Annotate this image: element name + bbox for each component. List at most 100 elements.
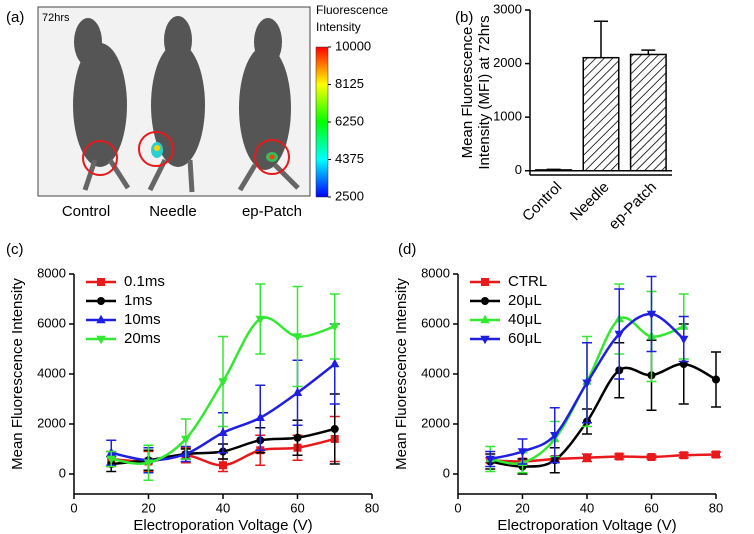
y-tick-label: 0 — [443, 465, 450, 480]
panel-label: (a) — [6, 9, 24, 26]
y-tick-label: 4000 — [421, 365, 450, 380]
y-tick-label: 2000 — [493, 55, 522, 70]
marker — [218, 427, 228, 437]
y-tick-label: 0 — [59, 465, 66, 480]
y-tick-label: 0 — [515, 162, 522, 177]
bar — [629, 53, 667, 172]
y-tick-label: 6000 — [37, 315, 66, 330]
y-axis-label: Intensity (MFI) at 72hrs — [476, 15, 493, 169]
legend-label: 1ms — [124, 292, 152, 309]
marker — [293, 433, 302, 442]
marker — [480, 335, 490, 345]
legend-label: 20μL — [508, 292, 542, 309]
photo-annotation: 72hrs — [42, 12, 70, 24]
error-bar — [546, 168, 561, 171]
marker — [614, 330, 624, 340]
legend-label: 60μL — [508, 330, 542, 347]
legend-label: 40μL — [508, 311, 542, 328]
x-tick-label: 20 — [515, 500, 529, 515]
image-label: ep-Patch — [242, 203, 302, 220]
colorbar-tick-label: 2500 — [335, 188, 364, 203]
marker — [679, 451, 688, 460]
y-tick-label: 2000 — [37, 415, 66, 430]
marker — [583, 453, 591, 462]
marker — [218, 378, 228, 387]
imaging-photo: 72hrs — [37, 6, 311, 197]
marker — [550, 431, 560, 441]
y-tick-label: 3000 — [493, 1, 522, 16]
marker — [330, 358, 340, 368]
marker — [485, 455, 495, 465]
y-tick-label: 8000 — [37, 265, 66, 280]
x-tick-label: 0 — [454, 500, 461, 515]
x-tick-label: ep-Patch — [605, 179, 659, 233]
colorbar-tick-label: 8125 — [335, 76, 364, 91]
panel-label: (b) — [455, 9, 473, 26]
marker — [255, 315, 265, 325]
panel-label: (d) — [398, 241, 416, 258]
marker — [517, 448, 528, 457]
signal — [151, 142, 278, 162]
x-tick-label: 40 — [216, 500, 230, 515]
marker — [97, 278, 105, 286]
image-label: Control — [62, 203, 110, 220]
y-tick-label: 4000 — [37, 365, 66, 380]
y-tick-label: 8000 — [421, 265, 450, 280]
y-axis-label: Mean Fluorescence Intensity — [9, 278, 26, 470]
marker — [582, 379, 592, 388]
marker — [106, 455, 116, 465]
x-tick-label: 60 — [290, 500, 304, 515]
colorbar — [315, 46, 329, 198]
roi-circle — [82, 131, 290, 176]
colorbar-tick-label: 10000 — [335, 38, 371, 53]
legend-label: CTRL — [508, 273, 547, 290]
x-tick-label: Control — [519, 179, 565, 225]
x-tick-label: Needle — [567, 179, 613, 225]
marker — [330, 425, 339, 433]
marker — [97, 297, 105, 305]
colorbar-title: Fluorescence — [316, 3, 388, 17]
colorbar-tick-label: 6250 — [335, 113, 364, 128]
colorbar-tick-label: 4375 — [335, 151, 364, 166]
y-tick-label: 6000 — [421, 315, 450, 330]
marker — [96, 335, 106, 345]
x-tick-label: 0 — [70, 500, 77, 515]
marker — [679, 335, 689, 345]
image-label: Needle — [149, 203, 197, 220]
y-axis-label: Mean Fluorescence Intensity — [393, 278, 410, 470]
marker — [143, 459, 154, 468]
marker — [219, 461, 227, 470]
marker — [96, 314, 106, 324]
x-axis-label: Electroporation Voltage (V) — [497, 517, 676, 534]
x-tick-label: 40 — [580, 500, 594, 515]
bar — [582, 56, 620, 172]
y-tick-label: 2000 — [421, 415, 450, 430]
marker — [646, 310, 657, 320]
x-tick-label: 20 — [141, 500, 155, 515]
marker — [647, 453, 656, 461]
legend-label: 0.1ms — [124, 273, 165, 290]
y-axis-label: Mean Fluorescence — [459, 27, 476, 159]
x-tick-label: 80 — [709, 500, 723, 515]
marker — [292, 387, 303, 397]
marker — [255, 412, 265, 422]
mouse — [73, 16, 300, 193]
marker — [481, 278, 489, 286]
marker — [330, 323, 340, 332]
marker — [615, 452, 624, 461]
colorbar-title: Intensity — [316, 20, 361, 34]
marker — [292, 333, 303, 342]
marker — [480, 314, 490, 324]
legend-label: 20ms — [124, 330, 161, 347]
marker — [712, 375, 720, 384]
error-bar — [594, 20, 608, 58]
panel-label: (c) — [6, 241, 24, 258]
legend-label: 10ms — [124, 311, 161, 328]
marker — [712, 450, 720, 459]
x-tick-label: 60 — [644, 500, 658, 515]
x-tick-label: 80 — [365, 500, 379, 515]
x-axis-label: Electroporation Voltage (V) — [133, 517, 312, 534]
y-tick-label: 1000 — [493, 109, 522, 124]
error-bar — [641, 49, 656, 55]
